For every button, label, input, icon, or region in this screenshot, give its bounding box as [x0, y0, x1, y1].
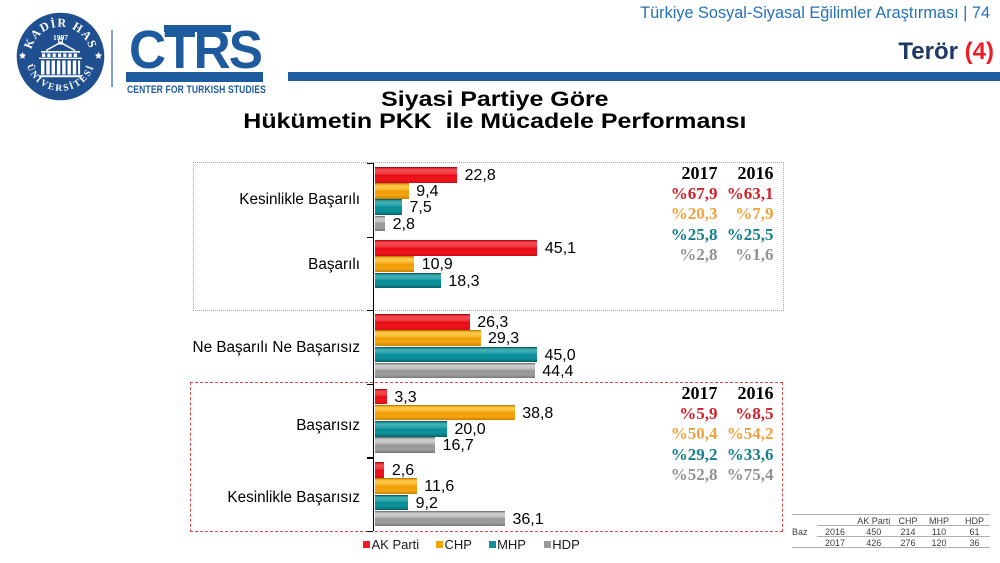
svg-text:1997: 1997 — [53, 33, 68, 42]
